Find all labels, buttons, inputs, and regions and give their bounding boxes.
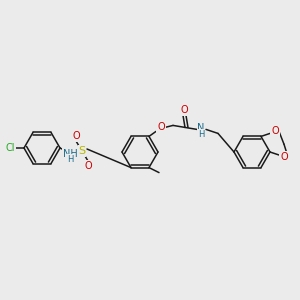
Text: O: O	[157, 122, 165, 132]
Text: H: H	[198, 130, 204, 139]
Text: Cl: Cl	[5, 143, 15, 153]
Text: O: O	[72, 131, 80, 141]
Text: O: O	[180, 105, 188, 116]
Text: H: H	[67, 154, 73, 164]
Text: S: S	[78, 146, 85, 156]
Text: NH: NH	[63, 149, 77, 159]
Text: N: N	[197, 123, 205, 134]
Text: O: O	[280, 152, 288, 162]
Text: O: O	[271, 126, 279, 136]
Text: O: O	[84, 161, 92, 171]
